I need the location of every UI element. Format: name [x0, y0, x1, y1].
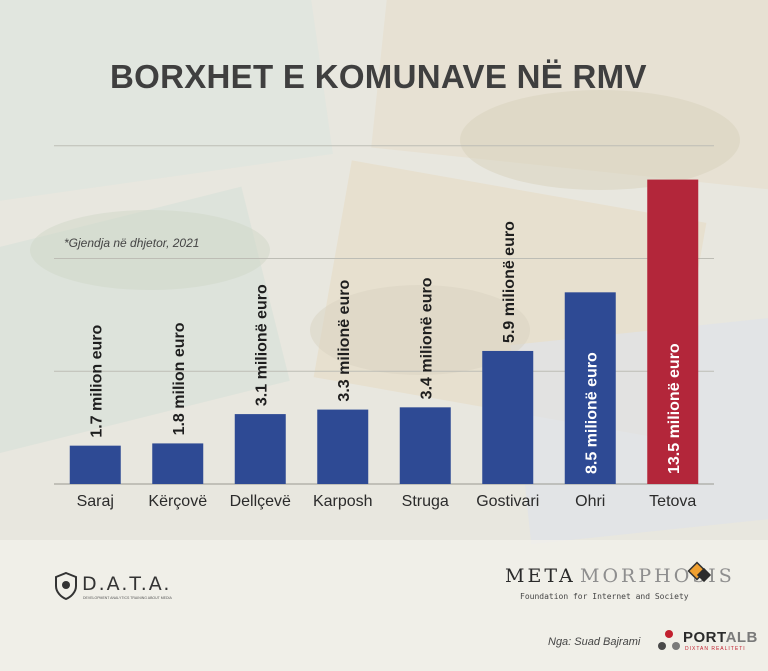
portalb-logo: PORTALB DIXTAN REALITETI: [657, 627, 757, 657]
data-logo: D.A.T.A. DEVELOPMENT ANALYTICS TRAINING …: [54, 572, 172, 606]
portalb-tagline: DIXTAN REALITETI: [685, 646, 746, 652]
cube-icon: [687, 561, 712, 583]
meta-text: META: [505, 565, 576, 587]
portalb-name: PORTALB: [683, 629, 758, 646]
data-label: 8.5 milionë euro: [583, 352, 600, 474]
bar-dellçevë: [234, 414, 286, 484]
author-credit: Nga: Suad Bajrami: [548, 636, 641, 648]
data-label: 5.9 milionë euro: [501, 221, 518, 343]
data-label: 13.5 milionë euro: [666, 343, 683, 474]
chart-title: BORXHET E KOMUNAVE NË RMV: [110, 58, 647, 95]
portalb-accent: ALB: [725, 629, 758, 646]
category-label: Dellçevë: [230, 493, 291, 510]
category-label: Karposh: [313, 493, 373, 510]
shield-icon: [55, 572, 77, 600]
bar-tetova: [647, 179, 699, 484]
data-label: 1.7 milion euro: [88, 325, 105, 438]
data-label: 3.3 milionë euro: [336, 280, 353, 402]
category-label: Ohri: [575, 493, 605, 510]
data-label: 3.4 milionë euro: [418, 277, 435, 399]
portalb-main: PORT: [683, 629, 726, 646]
bar-karposh: [317, 409, 369, 484]
data-label: 1.8 milion euro: [171, 322, 188, 435]
data-label: 3.1 milionë euro: [253, 284, 270, 406]
meta-subtitle: Foundation for Internet and Society: [520, 592, 689, 601]
bar-struga: [399, 407, 451, 484]
category-label: Kërçovë: [148, 493, 207, 510]
portalb-icon: [658, 630, 680, 650]
category-label: Gostivari: [476, 493, 539, 510]
chart-note: *Gjendja në dhjetor, 2021: [64, 236, 200, 250]
data-logo-text: D.A.T.A.: [82, 573, 172, 595]
metamorphosis-logo: META MORPHOSIS Foundation for Internet a…: [505, 561, 735, 605]
bar-saraj: [69, 445, 121, 484]
data-logo-subtitle: DEVELOPMENT ANALYTICS TRAINING ABOUT MED…: [83, 596, 172, 600]
category-label: Tetova: [649, 493, 696, 510]
bar-kërçovë: [152, 443, 204, 484]
bar-gostivari: [482, 350, 534, 484]
category-label: Saraj: [77, 493, 114, 510]
bar-ohri: [564, 292, 616, 484]
category-label: Struga: [402, 493, 449, 510]
